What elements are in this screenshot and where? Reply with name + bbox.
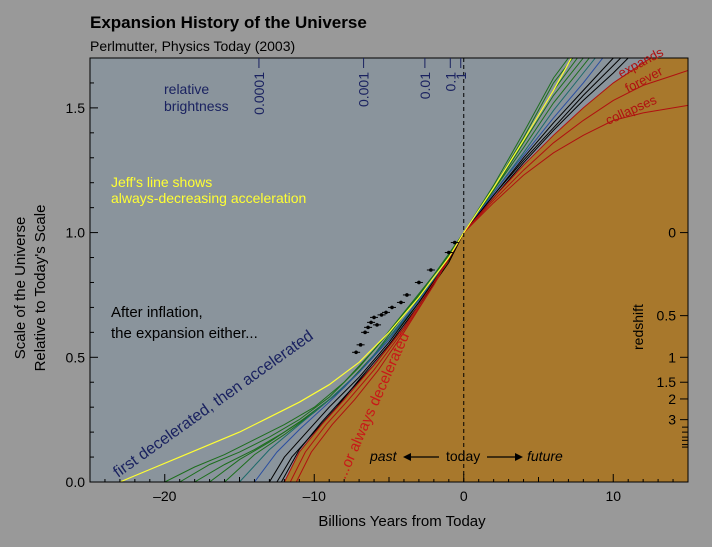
- data-point-14: [447, 250, 451, 255]
- brightness-tick-label: 0.01: [417, 72, 433, 99]
- redshift-tick-label: 2: [668, 391, 676, 407]
- brightness-axis: 0.0001 0.001 0.01 0.11: [251, 58, 469, 115]
- y-tick-label: 1.5: [66, 100, 86, 116]
- chart-title: Expansion History of the Universe: [90, 13, 367, 32]
- data-point-3: [366, 325, 370, 330]
- brightness-tick-label: 0.0001: [251, 72, 267, 115]
- y-tick-label: 0.5: [66, 349, 86, 365]
- y-axis-label-line2: Relative to Today's Scale: [32, 205, 49, 372]
- data-point-7: [379, 313, 384, 317]
- y-axis: 0.0 0.5 1.0 1.5: [66, 57, 98, 490]
- data-point-1: [358, 343, 363, 347]
- series-line-6: [254, 58, 604, 482]
- data-point-8: [384, 310, 388, 315]
- brightness-label-line2: brightness: [164, 98, 229, 114]
- redshift-axis: 0 0.5 1 1.52 3: [657, 225, 688, 448]
- chart-subtitle: Perlmutter, Physics Today (2003): [90, 38, 295, 54]
- after-inflation-line2: the expansion either...: [111, 325, 258, 342]
- series-line-3: [209, 58, 584, 482]
- model-curves: [119, 58, 688, 482]
- data-point-15: [452, 240, 457, 245]
- data-point-11: [405, 293, 409, 297]
- x-tick-label: 0: [460, 488, 468, 504]
- jeff-annotation-line2: always-decreasing acceleration: [111, 190, 306, 206]
- redshift-tick-label: 1.5: [657, 374, 677, 390]
- past-label: past: [369, 448, 398, 464]
- future-arrowhead: [515, 453, 523, 461]
- data-point-9: [390, 305, 394, 310]
- x-tick-label: 10: [605, 488, 621, 504]
- y-tick-label: 1.0: [66, 225, 86, 241]
- redshift-label: redshift: [630, 304, 646, 350]
- series-line-12: [295, 104, 688, 482]
- data-point-13: [429, 268, 433, 272]
- data-point-10: [399, 300, 403, 305]
- data-point-5: [372, 315, 376, 320]
- x-axis: –20 –10 0 10: [89, 474, 689, 504]
- series-line-11: [289, 70, 688, 482]
- after-inflation-line1: After inflation,: [111, 304, 203, 321]
- brightness-tick-label: 0.1: [442, 72, 458, 92]
- brightness-tick-label: 0.001: [356, 72, 372, 107]
- brightness-tick-label: 1: [453, 72, 469, 80]
- redshift-tick-label: 0.5: [657, 308, 677, 324]
- redshift-tick-label: 1: [668, 349, 676, 365]
- series-line-7: [268, 58, 614, 482]
- data-point-12: [417, 280, 421, 285]
- x-tick-label: –10: [303, 488, 327, 504]
- future-label: future: [527, 448, 563, 464]
- supernova-data-points: [352, 240, 459, 355]
- series-line-13: [119, 58, 572, 482]
- data-point-0: [354, 350, 358, 355]
- redshift-tick-label: 0: [668, 225, 676, 241]
- y-axis-label-line1: Scale of the Universe: [12, 217, 29, 360]
- data-point-4: [369, 320, 373, 325]
- data-point-2: [363, 330, 367, 335]
- jeff-annotation-line1: Jeff's line shows: [111, 174, 212, 190]
- brightness-label-line1: relative: [164, 81, 209, 97]
- x-tick-label: –20: [153, 488, 177, 504]
- today-label: today: [446, 448, 480, 464]
- past-arrowhead: [403, 453, 411, 461]
- x-axis-label: Billions Years from Today: [318, 513, 486, 530]
- decelerating-region: [284, 58, 688, 482]
- y-tick-label: 0.0: [66, 474, 86, 490]
- data-point-6: [375, 323, 379, 327]
- redshift-tick-label: 3: [668, 412, 676, 428]
